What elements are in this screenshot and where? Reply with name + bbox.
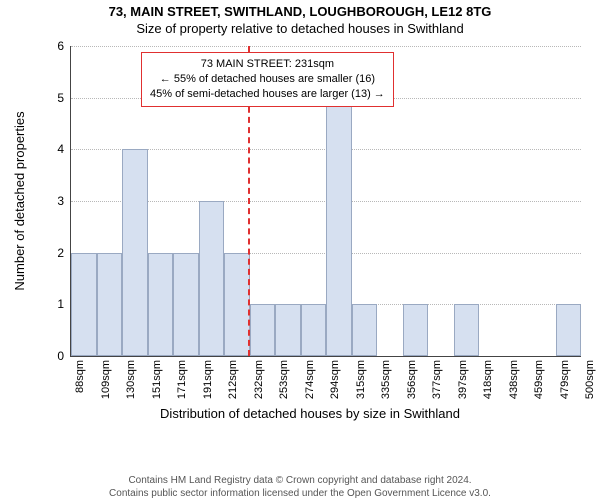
bar <box>199 201 225 356</box>
info-box-line-larger: 45% of semi-detached houses are larger (… <box>150 87 385 102</box>
y-tick: 6 <box>44 39 64 53</box>
footer-line-1: Contains HM Land Registry data © Crown c… <box>0 474 600 487</box>
info-box-header: 73 MAIN STREET: 231sqm <box>150 57 385 72</box>
bar <box>71 253 97 356</box>
plot-area: 73 MAIN STREET: 231sqm← 55% of detached … <box>70 46 581 357</box>
bar <box>403 304 429 356</box>
info-box: 73 MAIN STREET: 231sqm← 55% of detached … <box>141 52 394 107</box>
x-tick: 500sqm <box>584 360 596 420</box>
footer: Contains HM Land Registry data © Crown c… <box>0 474 600 500</box>
x-tick: 253sqm <box>278 360 290 420</box>
x-tick: 479sqm <box>559 360 571 420</box>
chart: Number of detached properties 73 MAIN ST… <box>40 46 580 416</box>
bar <box>454 304 480 356</box>
x-tick: 274sqm <box>304 360 316 420</box>
y-tick: 5 <box>44 91 64 105</box>
x-tick: 191sqm <box>202 360 214 420</box>
page-subtitle: Size of property relative to detached ho… <box>0 21 600 36</box>
x-tick: 418sqm <box>482 360 494 420</box>
x-tick: 315sqm <box>355 360 367 420</box>
x-tick: 109sqm <box>100 360 112 420</box>
bar <box>122 149 148 356</box>
bar <box>556 304 582 356</box>
bar <box>224 253 250 356</box>
bar <box>352 304 378 356</box>
x-tick: 459sqm <box>533 360 545 420</box>
x-tick: 397sqm <box>457 360 469 420</box>
x-tick: 356sqm <box>406 360 418 420</box>
y-tick: 0 <box>44 349 64 363</box>
bar <box>173 253 199 356</box>
page-title: 73, MAIN STREET, SWITHLAND, LOUGHBOROUGH… <box>0 4 600 19</box>
footer-line-2: Contains public sector information licen… <box>0 487 600 500</box>
x-tick: 171sqm <box>176 360 188 420</box>
bar <box>250 304 276 356</box>
x-tick: 335sqm <box>380 360 392 420</box>
x-tick: 212sqm <box>227 360 239 420</box>
x-tick: 438sqm <box>508 360 520 420</box>
bar <box>275 304 301 356</box>
gridline <box>71 46 581 47</box>
y-tick: 3 <box>44 194 64 208</box>
info-box-line-smaller: ← 55% of detached houses are smaller (16… <box>150 72 385 87</box>
bar <box>326 98 352 356</box>
x-tick: 130sqm <box>125 360 137 420</box>
bar <box>97 253 123 356</box>
bar <box>301 304 327 356</box>
x-tick: 377sqm <box>431 360 443 420</box>
x-tick: 151sqm <box>151 360 163 420</box>
y-tick: 4 <box>44 142 64 156</box>
x-tick: 232sqm <box>253 360 265 420</box>
x-tick: 88sqm <box>74 360 86 420</box>
y-axis-label: Number of detached properties <box>12 111 27 290</box>
y-tick: 2 <box>44 246 64 260</box>
y-tick: 1 <box>44 297 64 311</box>
bar <box>148 253 174 356</box>
x-tick: 294sqm <box>329 360 341 420</box>
